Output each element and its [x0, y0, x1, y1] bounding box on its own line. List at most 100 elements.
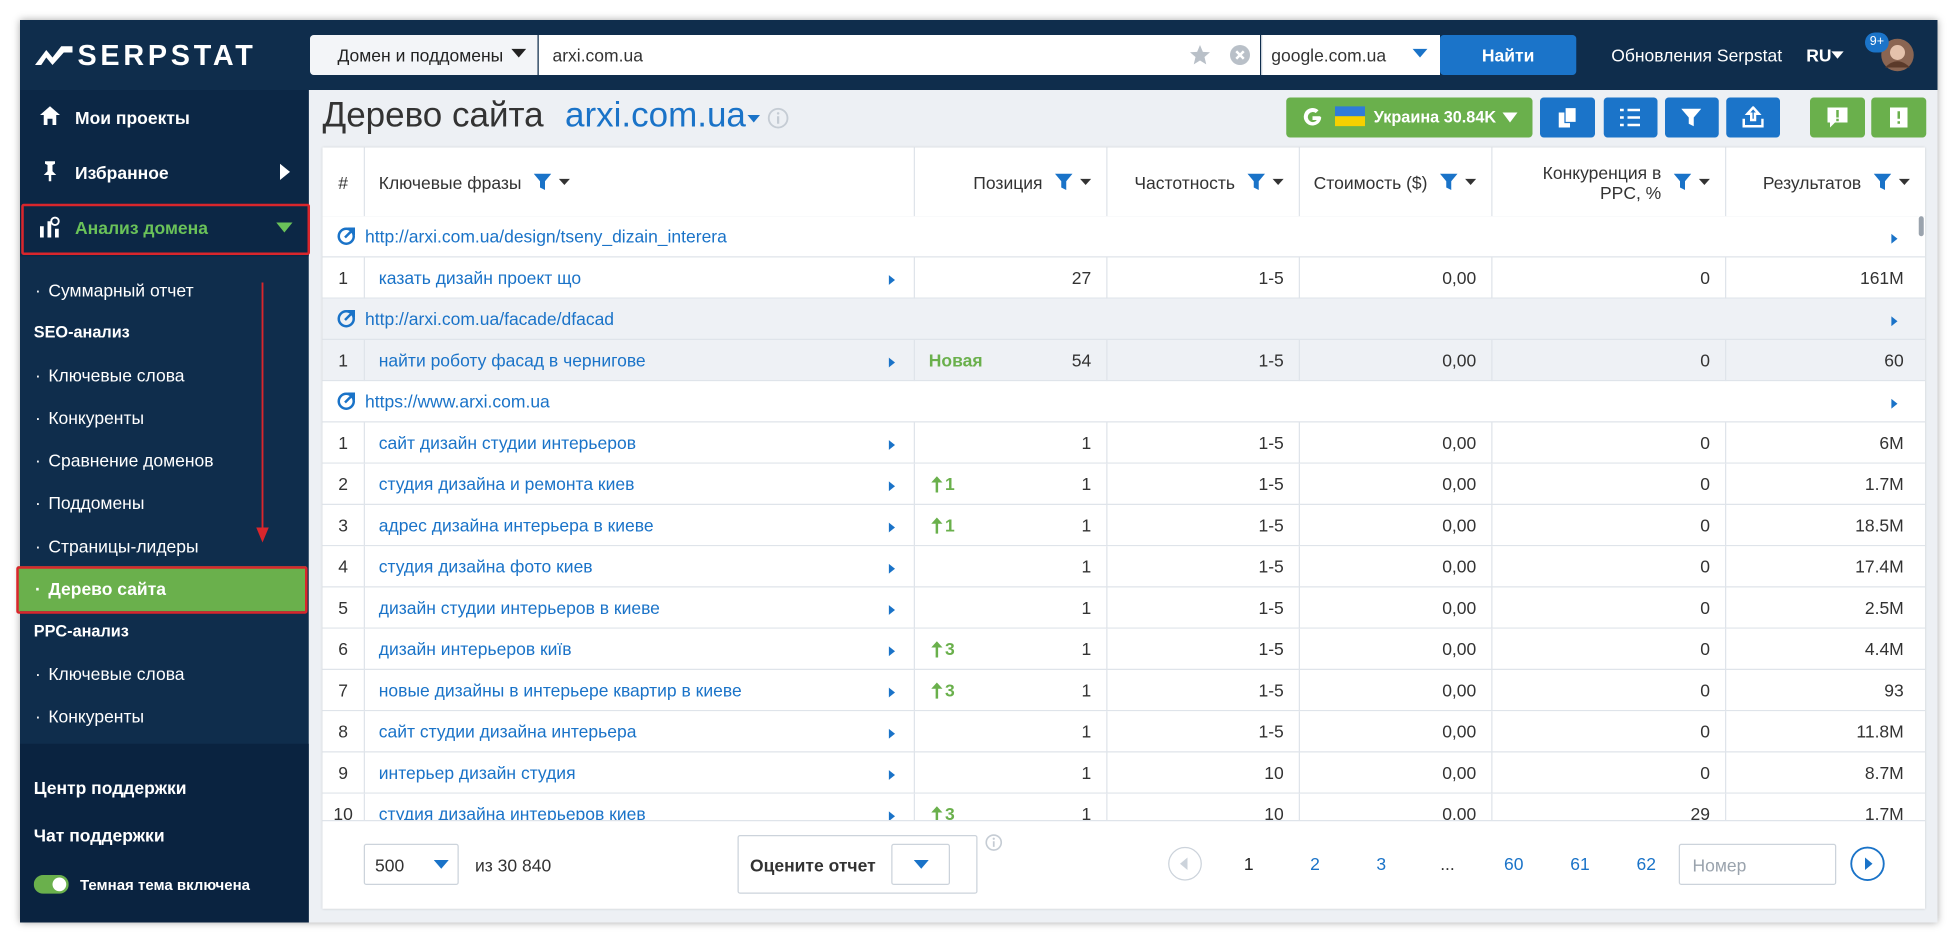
up-arrow — [931, 806, 943, 820]
page-domain[interactable]: arxi.com.ua — [565, 95, 746, 134]
page-input[interactable] — [1678, 843, 1837, 885]
filter-icon[interactable] — [1873, 173, 1892, 192]
engine-select[interactable] — [1261, 35, 1440, 75]
export-button[interactable] — [1726, 97, 1780, 138]
frequency: 1-5 — [1258, 267, 1284, 288]
sort-icon[interactable] — [1698, 178, 1710, 185]
search-mode[interactable] — [310, 35, 538, 75]
keyword[interactable]: студия дизайна фото киев — [378, 556, 593, 577]
favorite-icon[interactable] — [1189, 44, 1212, 67]
filter-icon[interactable] — [1247, 173, 1266, 192]
sub-item[interactable]: Конкуренты — [35, 705, 144, 728]
theme-toggle[interactable] — [33, 875, 69, 894]
column-header[interactable]: Ключевые фразы — [364, 148, 914, 217]
row-expand — [1891, 233, 1898, 244]
prev-page[interactable] — [1168, 846, 1203, 881]
notification-badge — [1865, 32, 1889, 53]
table-row: 1 казать дизайн проект що 27 1-5 0,00 0 161M — [322, 257, 1925, 299]
page-number[interactable]: 1 — [1243, 853, 1254, 874]
keyword[interactable]: дизайн интерьеров київ — [378, 638, 572, 659]
results: 1.7M — [1864, 803, 1904, 820]
expand-icon — [280, 163, 290, 180]
keyword[interactable]: студия дизайна интерьеров киев — [378, 803, 646, 820]
keyword[interactable]: интерьер дизайн студия — [378, 762, 576, 783]
sub-item[interactable]: Поддомены — [35, 491, 144, 514]
sort-icon[interactable] — [1898, 178, 1910, 185]
page-number[interactable]: 61 — [1570, 853, 1590, 874]
column-header[interactable]: Стоимость ($) — [1299, 148, 1492, 217]
search-input[interactable] — [538, 35, 1260, 75]
position: 54 — [1071, 350, 1092, 370]
filter-icon[interactable] — [533, 173, 552, 192]
column-header[interactable]: Частотность — [1106, 148, 1299, 217]
sort-icon[interactable] — [558, 178, 571, 185]
cost: 0,00 — [1442, 721, 1477, 742]
page-number[interactable]: 3 — [1376, 853, 1387, 874]
keyword[interactable]: сайт дизайн студии интерьеров — [378, 432, 637, 453]
column-header[interactable]: Результатов — [1725, 148, 1925, 217]
support-link[interactable]: Чат поддержки — [33, 825, 165, 845]
sub-item[interactable]: Ключевые слова — [35, 663, 184, 686]
keyword[interactable]: новые дизайны в интерьере квартир в киев… — [378, 680, 742, 700]
row-expand — [888, 440, 895, 450]
page-number[interactable]: 2 — [1310, 853, 1320, 874]
search-button[interactable] — [1440, 35, 1577, 75]
keyword[interactable]: сайт студии дизайна интерьера — [378, 721, 637, 742]
rate-select[interactable] — [891, 843, 950, 885]
avatar[interactable] — [1880, 38, 1915, 73]
column-divider — [363, 147, 365, 217]
group-url[interactable]: http://arxi.com.ua/design/tseny_dizain_i… — [365, 226, 727, 247]
sub-item[interactable]: Ключевые слова — [35, 364, 184, 387]
sort-icon[interactable] — [1272, 178, 1284, 185]
sub-item-active[interactable]: Дерево сайта — [35, 578, 166, 601]
page-number[interactable]: 60 — [1504, 853, 1524, 874]
next-page[interactable] — [1850, 846, 1885, 881]
column-header[interactable]: Конкуренция в PPC, % — [1491, 148, 1725, 217]
position: 27 — [1071, 267, 1092, 288]
results: 60 — [1884, 350, 1904, 370]
nav-item-active[interactable]: Анализ домена — [75, 217, 208, 238]
keyword[interactable]: казать дизайн проект що — [378, 267, 582, 288]
nav-item[interactable]: Мои проекты — [75, 107, 190, 128]
column-divider — [1491, 670, 1493, 712]
group-url[interactable]: http://arxi.com.ua/facade/dfacad — [365, 308, 615, 329]
region-button[interactable] — [1286, 97, 1533, 138]
up-arrow — [931, 476, 943, 493]
sub-item[interactable]: Конкуренты — [35, 406, 144, 429]
column-header[interactable]: Позиция — [914, 148, 1107, 217]
sort-icon[interactable] — [1465, 178, 1477, 185]
info-icon[interactable] — [767, 107, 789, 129]
group-url[interactable]: https://www.arxi.com.ua — [365, 391, 550, 412]
results: 1.7M — [1864, 473, 1904, 494]
keyword[interactable]: дизайн студии интерьеров в киеве — [378, 597, 660, 618]
filter-icon[interactable] — [1055, 173, 1073, 192]
row-expand — [888, 646, 895, 657]
filter-icon[interactable] — [1673, 173, 1692, 192]
scrollbar[interactable] — [1918, 216, 1924, 237]
frequency: 1-5 — [1258, 597, 1284, 618]
column-divider — [1725, 340, 1727, 382]
sort-icon[interactable] — [1080, 178, 1092, 185]
keyword[interactable]: найти роботу фасад в чернигове — [378, 350, 646, 370]
filter-icon[interactable] — [1440, 173, 1458, 192]
clear-icon[interactable] — [1229, 44, 1252, 67]
page-number[interactable]: 62 — [1636, 853, 1656, 874]
column-divider — [1106, 340, 1108, 382]
position: 1 — [1081, 680, 1092, 700]
support-link[interactable]: Центр поддержки — [33, 777, 187, 798]
sub-item[interactable]: Сравнение доменов — [35, 449, 213, 472]
sub-item[interactable]: Суммарный отчет — [35, 279, 193, 302]
column-divider — [1725, 546, 1727, 588]
info-icon[interactable] — [985, 834, 1003, 852]
nav-item[interactable]: Избранное — [75, 162, 169, 183]
language-select[interactable]: RU — [1806, 45, 1832, 65]
column-divider — [363, 505, 365, 547]
keyword[interactable]: студия дизайна и ремонта киев — [378, 473, 635, 494]
keyword[interactable]: адрес дизайна интерьера в киеве — [378, 515, 654, 535]
per-page-value: 500 — [375, 855, 405, 875]
table-row: 3 адрес дизайна интерьера в киеве 1 1-5 0,00… — [322, 505, 1925, 547]
table-row: 5 дизайн студии интерьеров в киеве 1 1-5 0,0… — [322, 587, 1925, 629]
updates-link[interactable]: Обновления Serpstat — [1611, 45, 1783, 65]
cost: 0,00 — [1442, 803, 1477, 820]
sub-item[interactable]: Страницы-лидеры — [35, 535, 198, 558]
